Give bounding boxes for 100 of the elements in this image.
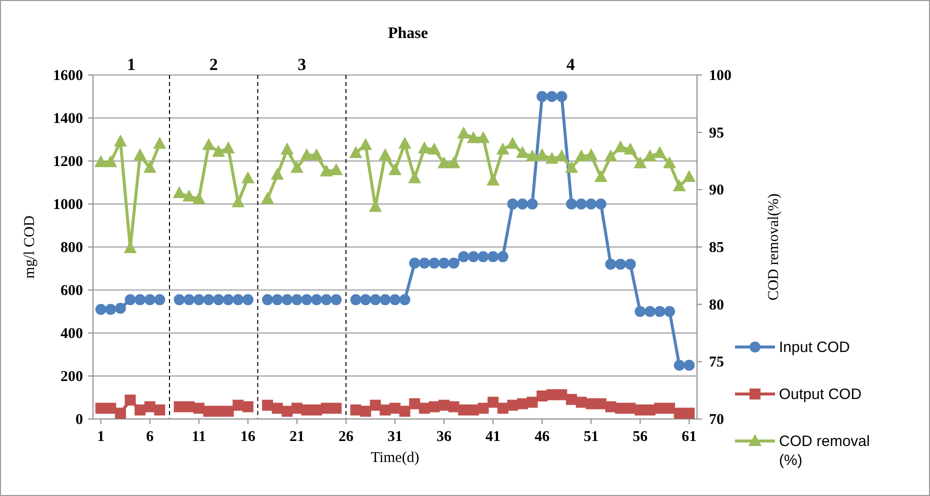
y2-tick-label: 100 [709, 68, 732, 84]
y-tick-label: 1600 [53, 68, 83, 84]
point [586, 198, 597, 210]
point [193, 294, 204, 306]
x-tick-label: 11 [192, 429, 206, 445]
point [370, 400, 381, 411]
point [124, 294, 136, 306]
point [604, 149, 618, 162]
point [380, 294, 391, 306]
point [172, 186, 186, 198]
point [222, 141, 235, 154]
point [114, 302, 126, 314]
point [370, 294, 381, 306]
point [615, 258, 626, 270]
x-tick-label: 56 [632, 429, 648, 445]
point [95, 304, 106, 315]
point [536, 390, 548, 402]
point [174, 294, 185, 306]
point [203, 294, 214, 306]
point [388, 163, 402, 176]
point [320, 294, 332, 306]
point [438, 258, 450, 269]
point [320, 164, 333, 176]
point [576, 198, 587, 210]
point [232, 400, 244, 411]
point [546, 91, 558, 102]
point [486, 173, 500, 186]
point [232, 294, 244, 306]
point [182, 190, 196, 202]
point [105, 304, 116, 315]
point [516, 146, 529, 158]
point [457, 126, 470, 138]
point [584, 148, 598, 160]
point [438, 156, 451, 168]
point [300, 148, 314, 160]
point [144, 294, 156, 306]
point [526, 396, 538, 408]
point [213, 294, 224, 306]
x-axis-title: Time(d) [370, 450, 420, 466]
chart-title: Phase [388, 25, 428, 42]
y-tick-label: 200 [60, 369, 83, 385]
point [644, 306, 656, 317]
point [222, 294, 234, 306]
point [684, 408, 695, 419]
point [663, 156, 676, 168]
point [674, 360, 685, 371]
point [261, 192, 274, 204]
text: 2 [209, 55, 218, 74]
y2-tick-label: 90 [709, 182, 724, 199]
y-axis-title: mg/l COD [22, 215, 38, 278]
point [399, 406, 410, 417]
point [282, 294, 293, 306]
point [418, 141, 431, 154]
point [291, 294, 302, 306]
x-tick-label: 36 [436, 429, 452, 445]
text: 1 [126, 55, 136, 74]
point [280, 142, 294, 155]
point [330, 294, 342, 306]
point [448, 258, 460, 269]
x-tick-label: 31 [388, 429, 402, 445]
y-tick-label: 0 [76, 412, 83, 428]
point [545, 152, 558, 164]
point [595, 198, 606, 210]
x-tick-label: 41 [486, 429, 501, 445]
point [682, 170, 696, 182]
point [447, 156, 460, 168]
point [399, 294, 410, 306]
point [360, 294, 372, 306]
point [232, 195, 245, 208]
x-tick-label: 6 [146, 429, 154, 445]
point [212, 144, 226, 157]
y2-tick-label: 95 [709, 125, 724, 142]
point [154, 294, 166, 306]
point [634, 156, 647, 168]
point [114, 134, 127, 147]
point [104, 155, 118, 168]
point [664, 306, 676, 317]
point [301, 294, 312, 306]
point [634, 306, 646, 317]
point [270, 168, 284, 180]
point [311, 294, 322, 306]
point [566, 198, 577, 210]
point [350, 294, 362, 306]
x-tick-label: 61 [682, 429, 697, 445]
y-tick-label: 400 [60, 326, 83, 342]
point [516, 198, 528, 210]
point [192, 192, 206, 204]
point [526, 149, 539, 162]
point [594, 170, 608, 182]
legend-label: Output COD [779, 386, 862, 403]
point [555, 149, 568, 162]
point [466, 131, 480, 144]
y2-tick-label: 85 [709, 240, 724, 256]
point [418, 258, 430, 269]
point [398, 136, 412, 149]
legend-label: COD removal (%) [779, 433, 870, 469]
point [105, 402, 116, 414]
point [476, 131, 490, 144]
point [536, 91, 548, 102]
text: 4 [566, 55, 576, 74]
